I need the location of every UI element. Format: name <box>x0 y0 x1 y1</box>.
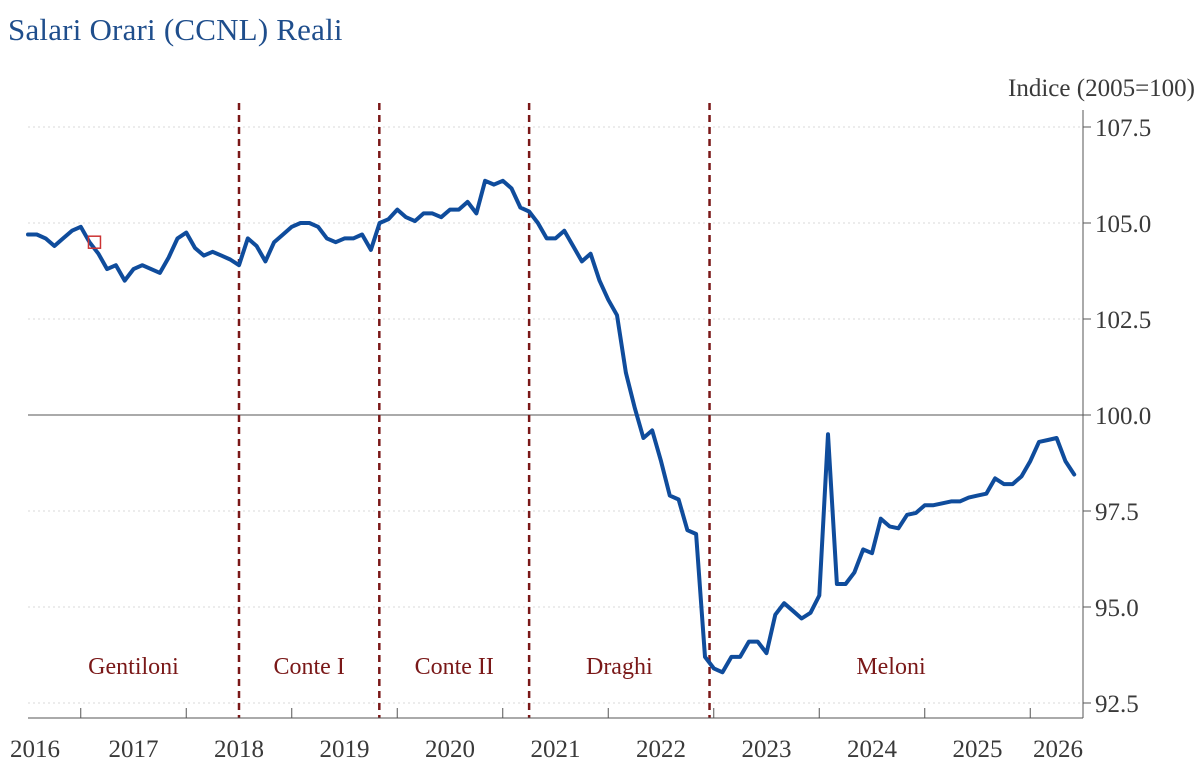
series-line-real-wages <box>26 178 1077 675</box>
y-unit-label: Indice (2005=100) <box>1008 75 1195 102</box>
y-tick-label-3: 100.0 <box>1095 403 1151 430</box>
gov-label-meloni: Meloni <box>856 654 926 680</box>
government-dividers <box>237 103 711 718</box>
gov-label-conte-i: Conte I <box>273 654 344 680</box>
x-tick-label-2017: 2017 <box>109 736 159 763</box>
x-tick-label-2022: 2022 <box>636 736 686 763</box>
x-axis: 2016 2017 2018 2019 2020 2021 2022 2023 2024 2025… <box>10 708 1083 763</box>
y-tick-label-0: 92.5 <box>1095 691 1139 718</box>
x-tick-label-2019: 2019 <box>320 736 370 763</box>
x-tick-label-2020: 2020 <box>425 736 475 763</box>
x-tick-label-2016: 2016 <box>10 736 60 763</box>
x-tick-label-2025: 2025 <box>953 736 1003 763</box>
gov-label-draghi: Draghi <box>586 654 653 680</box>
highlight-marker <box>87 235 102 249</box>
y-tick-label-2: 97.5 <box>1095 499 1139 526</box>
x-tick-label-2024: 2024 <box>847 736 898 763</box>
gov-label-gentiloni: Gentiloni <box>88 654 179 680</box>
x-tick-label-2021: 2021 <box>531 736 581 763</box>
chart-title: Salari Orari (CCNL) Reali <box>8 12 343 47</box>
government-labels: Gentiloni Conte I Conte II Draghi Meloni <box>88 654 926 680</box>
gov-label-conte-ii: Conte II <box>415 654 494 680</box>
y-tick-label-6: 107.5 <box>1095 115 1151 142</box>
x-tick-label-2023: 2023 <box>742 736 792 763</box>
y-tick-label-4: 102.5 <box>1095 307 1151 334</box>
y-axis: 92.5 95.0 97.5 100.0 102.5 105.0 107.5 <box>1082 110 1151 718</box>
x-tick-label-2018: 2018 <box>214 736 264 763</box>
y-tick-label-5: 105.0 <box>1095 211 1151 238</box>
x-tick-label-2026: 2026 <box>1033 736 1083 763</box>
y-tick-label-1: 95.0 <box>1095 595 1139 622</box>
